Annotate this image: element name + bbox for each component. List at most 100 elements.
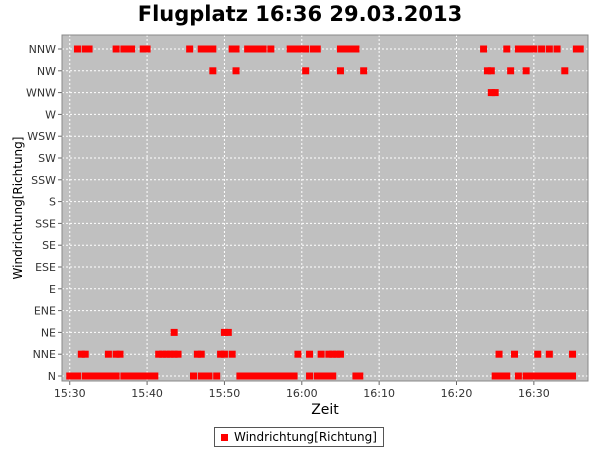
y-tick-label: SSW — [31, 174, 56, 187]
data-point — [66, 372, 74, 380]
data-point — [112, 45, 120, 53]
data-points — [66, 45, 584, 380]
data-point — [228, 45, 236, 53]
data-point — [170, 328, 178, 336]
data-point — [325, 350, 333, 358]
data-point — [108, 372, 116, 380]
data-point — [244, 372, 252, 380]
data-point — [499, 372, 507, 380]
data-point — [282, 372, 290, 380]
data-point — [151, 372, 159, 380]
data-point — [306, 372, 314, 380]
data-point — [313, 45, 321, 53]
data-point — [553, 372, 561, 380]
axes: N NNE NE ENE E ESE SE SSE S SSW SW WSW W WNW NW NNW 15:3… — [26, 34, 589, 400]
data-point — [495, 372, 503, 380]
data-point — [205, 372, 213, 380]
x-tick-label: 16:00 — [286, 387, 318, 400]
y-tick-label: SE — [42, 239, 56, 252]
data-point — [561, 67, 569, 75]
plot-border — [61, 34, 589, 382]
data-point — [186, 45, 194, 53]
legend-label: Windrichtung[Richtung] — [234, 430, 377, 444]
data-point — [116, 350, 124, 358]
data-point — [143, 372, 151, 380]
data-point — [197, 350, 205, 358]
data-point — [97, 372, 105, 380]
data-point — [313, 372, 321, 380]
data-point — [290, 372, 298, 380]
x-tick-label: 15:40 — [131, 387, 163, 400]
plot-area — [62, 35, 588, 381]
data-point — [522, 67, 530, 75]
data-point — [480, 45, 488, 53]
data-point — [545, 372, 553, 380]
data-point — [534, 350, 542, 358]
data-point — [251, 45, 259, 53]
data-point — [503, 45, 511, 53]
data-point — [224, 328, 232, 336]
data-point — [197, 45, 205, 53]
data-point — [81, 350, 89, 358]
data-point — [557, 372, 565, 380]
data-point — [248, 372, 256, 380]
data-point — [162, 350, 170, 358]
data-point — [228, 350, 236, 358]
data-point — [352, 372, 360, 380]
data-point — [541, 372, 549, 380]
data-point — [487, 89, 495, 97]
data-point — [85, 372, 93, 380]
data-point — [193, 350, 201, 358]
data-point — [317, 350, 325, 358]
data-point — [159, 350, 167, 358]
data-point — [352, 45, 360, 53]
data-point — [267, 372, 275, 380]
data-point — [213, 372, 221, 380]
data-point — [70, 372, 78, 380]
data-point — [201, 45, 209, 53]
x-tick-label: 16:30 — [518, 387, 550, 400]
data-point — [120, 372, 128, 380]
data-point — [317, 372, 325, 380]
data-point — [549, 372, 557, 380]
data-point — [104, 350, 112, 358]
grid-lines — [62, 35, 588, 381]
data-point — [526, 45, 534, 53]
data-point — [286, 45, 294, 53]
data-point — [271, 372, 279, 380]
data-point — [565, 372, 573, 380]
data-point — [209, 67, 217, 75]
y-tick-label: ESE — [35, 261, 56, 274]
data-point — [325, 372, 333, 380]
data-point — [522, 372, 530, 380]
data-point — [232, 67, 240, 75]
data-point — [201, 372, 209, 380]
data-point — [174, 350, 182, 358]
data-point — [329, 350, 337, 358]
data-point — [81, 372, 89, 380]
data-point — [340, 45, 348, 53]
y-tick-label: W — [45, 108, 56, 121]
data-point — [139, 45, 147, 53]
data-point — [220, 350, 228, 358]
x-axis-label: Zeit — [311, 402, 339, 418]
data-point — [259, 372, 267, 380]
data-point — [487, 67, 495, 75]
data-point — [267, 45, 275, 53]
data-point — [569, 350, 577, 358]
data-point — [217, 350, 225, 358]
y-tick-label: ENE — [34, 305, 56, 318]
y-tick-label: WNW — [26, 87, 56, 100]
y-tick-label: NNE — [33, 348, 56, 361]
data-point — [572, 45, 580, 53]
data-point — [483, 67, 491, 75]
data-point — [553, 45, 561, 53]
data-point — [576, 45, 584, 53]
data-point — [259, 45, 267, 53]
data-point — [101, 372, 109, 380]
data-point — [356, 372, 364, 380]
x-tick-label: 15:50 — [209, 387, 241, 400]
data-point — [561, 372, 569, 380]
data-point — [503, 372, 511, 380]
